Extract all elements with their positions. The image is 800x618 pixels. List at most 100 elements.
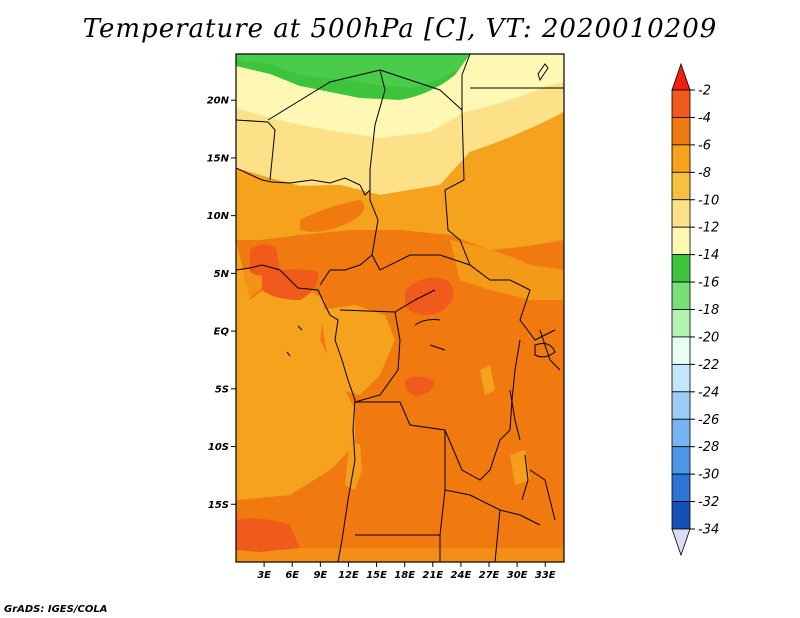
colorbar-swatch (671, 391, 691, 420)
border-uganda (519, 289, 556, 341)
border-car (379, 254, 531, 291)
lake-chad (359, 184, 371, 196)
colorbar-swatch (671, 117, 691, 146)
lat-tick-label: 5S (215, 384, 229, 395)
colorbar-swatch (671, 336, 691, 365)
colorbar-level-label: -34 (698, 523, 719, 538)
colorbar-swatch (671, 446, 691, 475)
border-cameroon-congo (339, 289, 436, 313)
west-ocean-minus6 (236, 240, 355, 500)
gabon-minus6 (320, 305, 395, 395)
colorbar-level-label: -30 (698, 468, 719, 483)
lat-tick-label: 15N (207, 153, 230, 164)
lon-tick-label: 6E (285, 570, 299, 581)
border-mozambique (529, 469, 556, 521)
island-sao-tome (286, 351, 291, 357)
lon-tick-label: 15E (366, 570, 387, 581)
lat-tick-label: 10N (207, 211, 230, 222)
lon-tick-label: 3E (257, 570, 271, 581)
south-minus6-strip (236, 548, 564, 562)
colorbar-level-label: -20 (698, 330, 719, 345)
lon-tick-label: 21E (422, 570, 443, 581)
island-bioko (297, 325, 303, 331)
lon-tick-label: 9E (313, 570, 327, 581)
colorbar-bottom-arrow (671, 528, 691, 557)
country-borders (236, 54, 564, 562)
car-minus2 (405, 277, 454, 315)
lon-tick-label: 24E (451, 570, 472, 581)
angola-coast-minus6 (345, 440, 362, 490)
zone-green-light (236, 54, 470, 88)
lon-tick-label: 27E (479, 570, 500, 581)
colorbar-swatch (671, 199, 691, 228)
lat-tick-label: 20N (207, 96, 230, 107)
colorbar-level-label: -28 (698, 440, 719, 455)
lon-tick-label: 18E (394, 570, 415, 581)
colorbar-level-label: -18 (698, 303, 719, 318)
colorbar-level-label: -12 (698, 221, 719, 236)
lon-tick-label: 12E (338, 570, 359, 581)
colorbar-swatch (671, 363, 691, 393)
coast-minus2-west (250, 244, 280, 276)
colorbar-level-label: -4 (698, 111, 711, 126)
colorbar-swatch (671, 418, 691, 448)
lon-tick-label: 30E (507, 570, 528, 581)
border-congo-drc (354, 311, 401, 403)
border-kenya (539, 329, 561, 371)
map-frame (235, 53, 565, 563)
border-mauritania (236, 119, 276, 181)
east-minus6-patch (450, 240, 564, 300)
colorbar-swatch (671, 226, 691, 256)
border-namibia (355, 489, 446, 536)
colorbar: -2 -4 -6 -8 -10 -12 -14 -16 -18 -20 -22 -24 -26 -28 -3… (671, 62, 719, 557)
colorbar-level-label: -32 (698, 495, 719, 510)
colorbar-swatch (671, 281, 691, 310)
lake-tanganyika (509, 389, 521, 441)
map-title: Temperature at 500hPa [C], VT: 202001020… (82, 14, 718, 44)
colorbar-swatch (671, 144, 691, 173)
lake-patch-minus6 (480, 365, 495, 395)
colorbar-level-label: -22 (698, 358, 719, 373)
grads-credit: GrADS: IGES/COLA (4, 604, 108, 615)
border-niger-chad (369, 69, 386, 271)
colorbar-swatch (671, 89, 691, 118)
border-zambia (444, 430, 541, 526)
border-chad-sudan (444, 109, 471, 266)
border-tanzania-lakes (509, 339, 521, 431)
river-congo-2 (429, 344, 446, 351)
lat-tick-label: EQ (214, 327, 230, 338)
colorbar-level-label: -14 (698, 248, 719, 263)
sw-minus2 (236, 518, 300, 552)
river-congo-1 (414, 319, 441, 326)
colorbar-level-label: -10 (698, 193, 719, 208)
coastline (236, 264, 356, 562)
colorbar-level-label: -6 (698, 138, 711, 153)
latitude-axis: 20N 15N 10N 5N EQ 5S 10S 15S (207, 96, 236, 511)
colorbar-swatch (671, 473, 691, 502)
longitude-axis: 3E 6E 9E 12E 15E 18E 21E 24E 27E 30E 33E (257, 562, 556, 581)
colorbar-top-arrow (671, 62, 691, 91)
colorbar-swatch (671, 254, 691, 283)
border-angola-drc (355, 401, 511, 481)
lake-malawi (521, 454, 529, 501)
lat-tick-label: 5N (214, 269, 230, 280)
sinai-outline (537, 63, 549, 82)
zone-minus14-green (236, 54, 470, 100)
nigeria-minus4 (300, 200, 365, 232)
coast-minus2 (262, 269, 319, 300)
colorbar-level-label: -16 (698, 276, 719, 291)
lat-tick-label: 15S (208, 500, 229, 511)
colorbar-swatch (671, 171, 691, 201)
border-sahel-1 (236, 167, 361, 186)
congo-minus2 (404, 376, 435, 396)
temperature-field (236, 54, 564, 562)
colorbar-swatch (671, 501, 691, 530)
colorbar-swatch (671, 309, 691, 338)
border-nigeria-cameroon (319, 254, 373, 286)
lat-tick-label: 10S (208, 442, 229, 453)
colorbar-level-label: -26 (698, 413, 719, 428)
lake-victoria (534, 343, 556, 358)
colorbar-level-label: -2 (698, 84, 711, 99)
lon-tick-label: 33E (535, 570, 556, 581)
